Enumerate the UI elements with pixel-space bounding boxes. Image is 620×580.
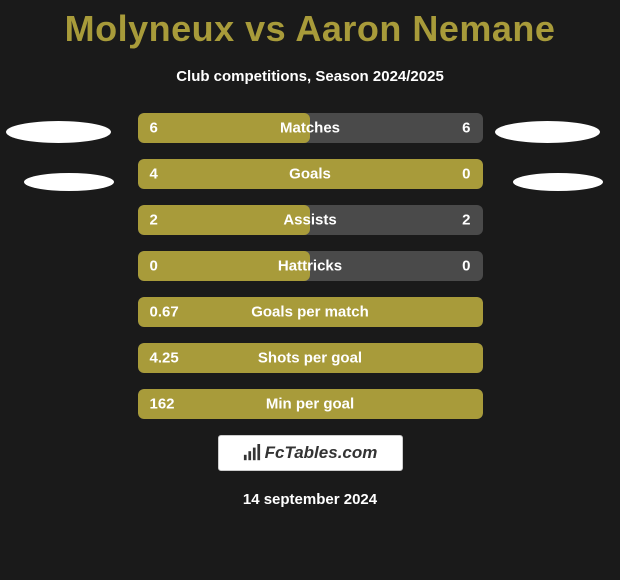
stats-container: 6 Matches 6 4 Goals 0 2 Assists 2 0 Hattricks 0 0.67… <box>0 113 620 419</box>
player-ellipse-1 <box>24 173 114 191</box>
stat-row: 4 Goals 0 <box>138 159 483 189</box>
stat-row: 0.67 Goals per match <box>138 297 483 327</box>
comparison-subtitle: Club competitions, Season 2024/2025 <box>0 68 620 85</box>
stat-value-left: 162 <box>150 396 175 413</box>
stat-row: 162 Min per goal <box>138 389 483 419</box>
stat-label: Goals per match <box>251 304 369 321</box>
stat-row: 4.25 Shots per goal <box>138 343 483 373</box>
stat-label: Goals <box>289 166 331 183</box>
stat-label: Min per goal <box>266 396 354 413</box>
stat-value-right: 0 <box>462 258 470 275</box>
stat-value-right: 2 <box>462 212 470 229</box>
comparison-date: 14 september 2024 <box>0 491 620 508</box>
stat-label: Assists <box>283 212 336 229</box>
player-ellipse-0 <box>6 121 111 143</box>
player-ellipse-2 <box>495 121 600 143</box>
stat-value-left: 6 <box>150 120 158 137</box>
stat-value-left: 4.25 <box>150 350 179 367</box>
stat-value-left: 4 <box>150 166 158 183</box>
stat-label: Shots per goal <box>258 350 362 367</box>
comparison-title: Molyneux vs Aaron Nemane <box>0 0 620 50</box>
player-ellipse-3 <box>513 173 603 191</box>
stat-row: 0 Hattricks 0 <box>138 251 483 281</box>
stat-value-left: 2 <box>150 212 158 229</box>
stat-label: Matches <box>280 120 340 137</box>
stat-value-right: 6 <box>462 120 470 137</box>
stat-value-left: 0 <box>150 258 158 275</box>
stat-value-right: 0 <box>462 166 470 183</box>
stat-value-left: 0.67 <box>150 304 179 321</box>
bars-icon <box>243 444 261 462</box>
stat-label: Hattricks <box>278 258 342 275</box>
stat-row: 2 Assists 2 <box>138 205 483 235</box>
stat-row: 6 Matches 6 <box>138 113 483 143</box>
branding-text: FcTables.com <box>265 443 378 463</box>
branding-badge: FcTables.com <box>218 435 403 471</box>
